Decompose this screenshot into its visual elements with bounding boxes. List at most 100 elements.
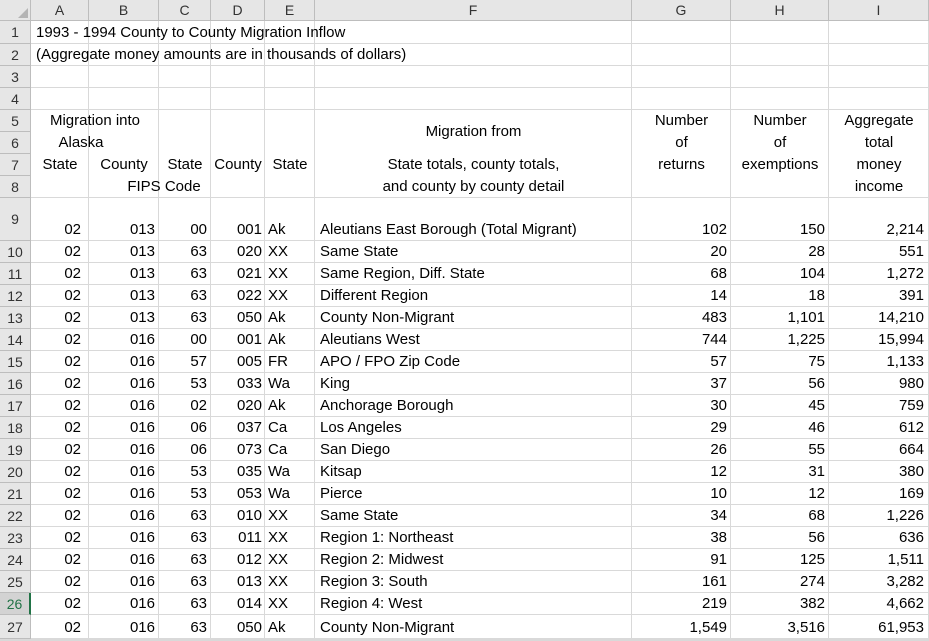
header-returns-3[interactable]: returns [658, 156, 705, 173]
cell-e[interactable]: XX [268, 573, 289, 590]
column-header-g[interactable]: G [632, 0, 731, 21]
header-detail-1[interactable]: State totals, county totals, [387, 156, 560, 173]
cell-i[interactable]: 1,226 [886, 507, 924, 524]
cell-b[interactable]: 016 [129, 375, 155, 392]
cell-c[interactable]: 63 [190, 265, 207, 282]
cell-d[interactable]: 013 [236, 573, 262, 590]
cell-a[interactable]: 02 [64, 221, 81, 238]
cell-g[interactable]: 91 [710, 551, 727, 568]
cell-f[interactable]: Los Angeles [320, 419, 402, 436]
cell-e[interactable]: XX [268, 595, 289, 612]
cell-i[interactable]: 612 [898, 419, 924, 436]
cell-g[interactable]: 29 [710, 419, 727, 436]
cell-a[interactable]: 02 [64, 331, 81, 348]
row-header-13[interactable]: 13 [0, 307, 31, 329]
cell-d[interactable]: 033 [236, 375, 262, 392]
cell-d[interactable]: 001 [236, 221, 262, 238]
cell-c[interactable]: 57 [190, 353, 207, 370]
cell-b[interactable]: 016 [129, 573, 155, 590]
row-header-15[interactable]: 15 [0, 351, 31, 373]
cell-d[interactable]: 021 [236, 265, 262, 282]
header-exemptions-3[interactable]: exemptions [741, 156, 819, 173]
cell-f[interactable]: Aleutians West [320, 331, 420, 348]
cell-d[interactable]: 010 [236, 507, 262, 524]
cell-b[interactable]: 016 [129, 551, 155, 568]
cell-g[interactable]: 12 [710, 463, 727, 480]
header-state2[interactable]: State [167, 156, 203, 173]
cell-b[interactable]: 016 [129, 463, 155, 480]
header-fips-code[interactable]: FIPS Code [127, 178, 201, 195]
header-returns-2[interactable]: of [675, 134, 688, 151]
column-header-c[interactable]: C [159, 0, 211, 21]
row-header-21[interactable]: 21 [0, 483, 31, 505]
cell-c[interactable]: 63 [190, 551, 207, 568]
cell-d[interactable]: 012 [236, 551, 262, 568]
cell-i[interactable]: 1,511 [887, 551, 924, 568]
row-header-20[interactable]: 20 [0, 461, 31, 483]
cell-a[interactable]: 02 [64, 463, 81, 480]
cell-e[interactable]: Ak [268, 309, 286, 326]
cell-f[interactable]: Anchorage Borough [320, 397, 454, 414]
cell-i[interactable]: 4,662 [886, 595, 924, 612]
cell-b[interactable]: 016 [129, 507, 155, 524]
row-header-16[interactable]: 16 [0, 373, 31, 395]
cell-e[interactable]: Ak [268, 331, 286, 348]
cell-d[interactable]: 050 [236, 619, 262, 636]
cell-f[interactable]: Region 4: West [320, 595, 423, 612]
column-header-f[interactable]: F [315, 0, 632, 21]
cell-h[interactable]: 28 [808, 243, 825, 260]
cell-d[interactable]: 001 [236, 331, 262, 348]
cell-b[interactable]: 016 [129, 485, 155, 502]
cell-h[interactable]: 150 [799, 221, 825, 238]
row-header-14[interactable]: 14 [0, 329, 31, 351]
cell-a[interactable]: 02 [64, 397, 81, 414]
cell-d[interactable]: 005 [236, 353, 262, 370]
cell-c[interactable]: 53 [190, 485, 207, 502]
cell-e[interactable]: Ca [268, 419, 288, 436]
cell-d[interactable]: 011 [238, 529, 262, 546]
cell-h[interactable]: 68 [808, 507, 825, 524]
cell-c[interactable]: 53 [190, 375, 207, 392]
cell-c[interactable]: 00 [190, 331, 207, 348]
header-income-4[interactable]: income [854, 178, 904, 195]
header-migration-from[interactable]: Migration from [425, 123, 522, 140]
row-header-25[interactable]: 25 [0, 571, 31, 593]
cell-a[interactable]: 02 [64, 573, 81, 590]
cell-a[interactable]: 02 [64, 243, 81, 260]
row-header-17[interactable]: 17 [0, 395, 31, 417]
cell-e[interactable]: XX [268, 507, 289, 524]
cell-c[interactable]: 63 [190, 309, 207, 326]
cell-c[interactable]: 63 [190, 573, 207, 590]
cell-i[interactable]: 380 [898, 463, 924, 480]
cell-e[interactable]: Wa [268, 375, 290, 392]
cell-g[interactable]: 744 [701, 331, 727, 348]
row-header-22[interactable]: 22 [0, 505, 31, 527]
cell-g[interactable]: 10 [710, 485, 727, 502]
cell-d[interactable]: 073 [236, 441, 262, 458]
cell-d[interactable]: 022 [236, 287, 262, 304]
cell-c[interactable]: 63 [190, 507, 207, 524]
header-migration-into-1[interactable]: Migration into [49, 112, 141, 129]
cell-c[interactable]: 06 [190, 419, 207, 436]
cell-i[interactable]: 61,953 [878, 619, 924, 636]
cell-h[interactable]: 12 [808, 485, 825, 502]
row-header-2[interactable]: 2 [0, 44, 31, 66]
cell-e[interactable]: Wa [268, 463, 290, 480]
cell-g[interactable]: 37 [710, 375, 727, 392]
column-header-i[interactable]: I [829, 0, 929, 21]
cell-i[interactable]: 1,133 [886, 353, 924, 370]
cell-f[interactable]: Region 1: Northeast [320, 529, 454, 546]
cell-h[interactable]: 382 [799, 595, 825, 612]
row-header-1[interactable]: 1 [0, 21, 31, 44]
cell-h[interactable]: 56 [808, 529, 825, 546]
cell-b[interactable]: 013 [129, 287, 155, 304]
cell-h[interactable]: 1,225 [787, 331, 825, 348]
cell-c[interactable]: 06 [190, 441, 207, 458]
cell-e[interactable]: XX [268, 265, 289, 282]
cell-h[interactable]: 56 [808, 375, 825, 392]
select-all-corner[interactable] [0, 0, 31, 21]
cell-f[interactable]: Pierce [320, 485, 363, 502]
cell-f[interactable]: Region 3: South [320, 573, 428, 590]
cell-a[interactable]: 02 [64, 265, 81, 282]
cell-e[interactable]: XX [268, 243, 289, 260]
